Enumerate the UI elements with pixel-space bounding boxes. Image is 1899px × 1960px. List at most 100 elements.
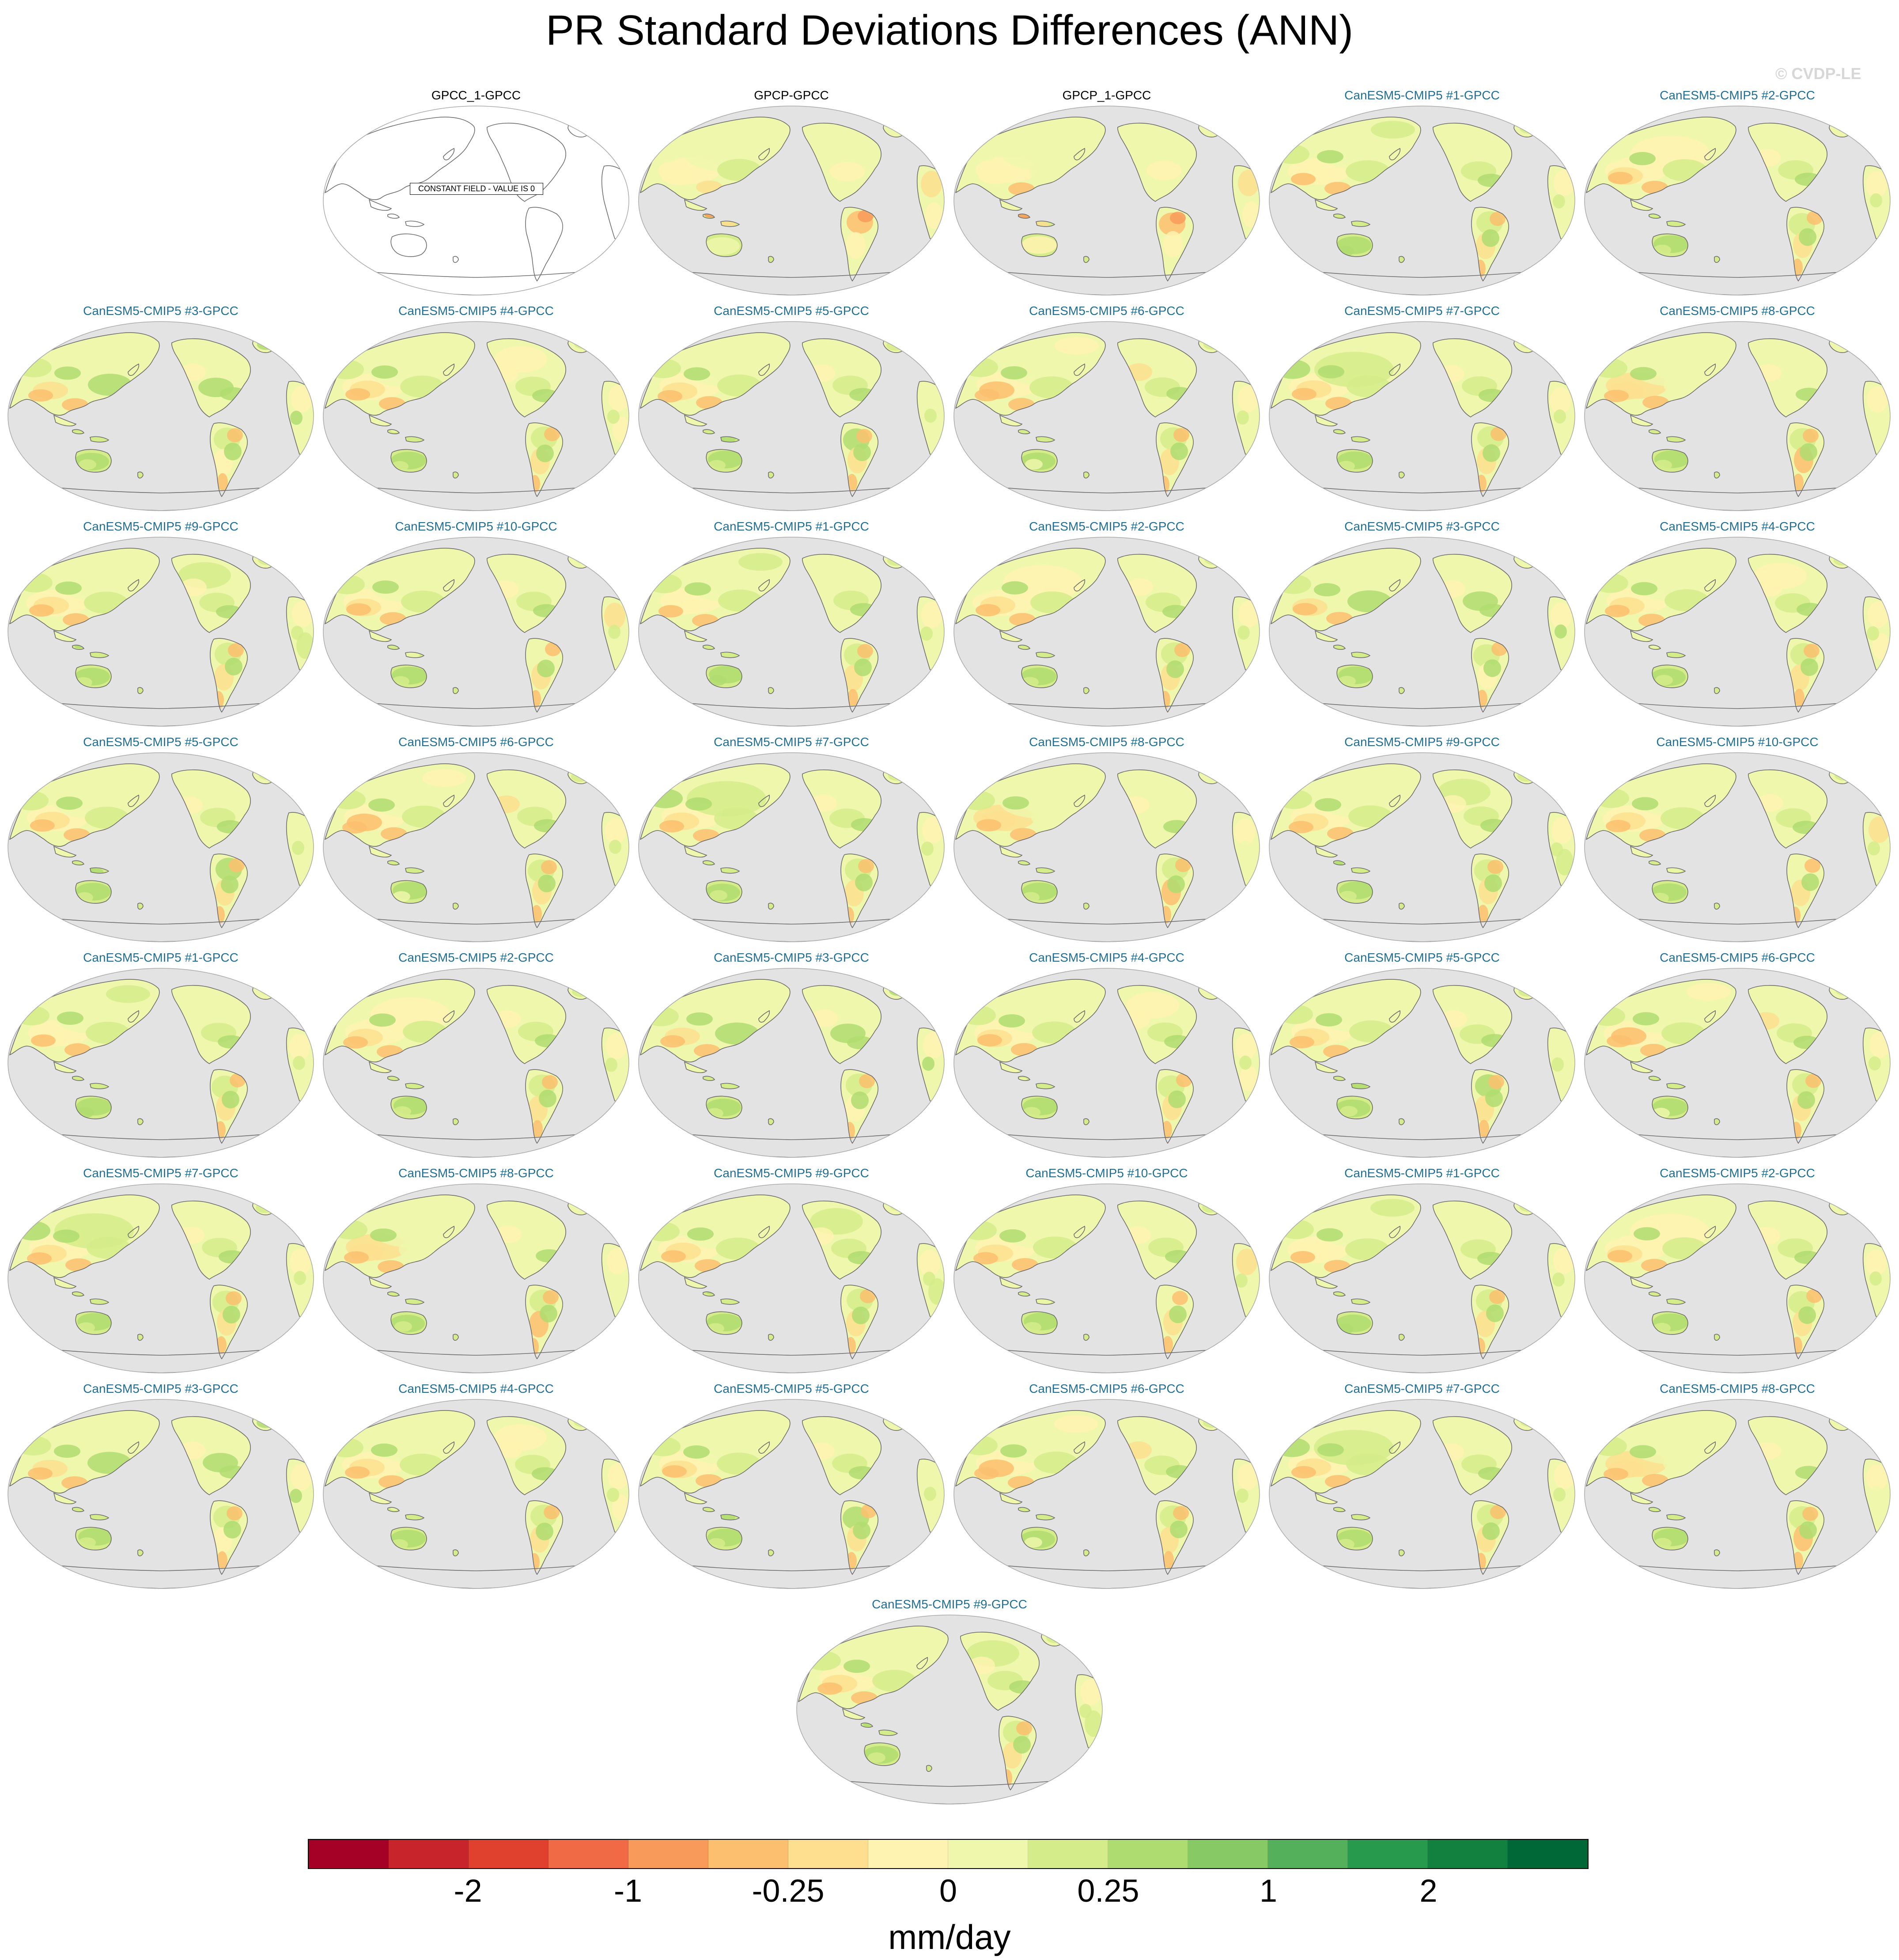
coastline xyxy=(1083,902,1089,910)
precip-anomaly-patch xyxy=(976,819,1001,832)
precip-anomaly-patch xyxy=(710,890,727,901)
precip-anomaly-patch xyxy=(1316,1228,1343,1242)
precip-anomaly-patch xyxy=(574,1416,591,1427)
map-border xyxy=(638,537,945,727)
precip-anomaly-patch xyxy=(605,1058,617,1072)
map-border xyxy=(953,537,1260,727)
coastline xyxy=(842,1708,866,1720)
precip-anomaly-patch xyxy=(1278,1005,1313,1024)
coastline xyxy=(1018,1507,1031,1512)
precip-anomaly-patch xyxy=(860,1289,876,1304)
precip-anomaly-patch xyxy=(1650,645,1659,649)
coastline xyxy=(75,1527,112,1551)
precip-anomaly-patch xyxy=(1655,675,1673,686)
coastline xyxy=(802,985,881,1064)
precip-anomaly-patch xyxy=(1020,1508,1029,1511)
coastline xyxy=(999,630,1023,642)
coastline xyxy=(1433,985,1512,1064)
precip-anomaly-patch xyxy=(1871,1496,1888,1523)
precip-anomaly-patch xyxy=(1632,797,1658,811)
world-map xyxy=(8,1183,314,1373)
colorbar-segment xyxy=(708,1840,788,1868)
precip-anomaly-patch xyxy=(372,580,399,594)
precip-anomaly-patch xyxy=(606,1033,627,1059)
coastline xyxy=(443,363,455,376)
coastline xyxy=(1649,644,1661,650)
coastline xyxy=(525,1069,563,1144)
landmass-newzealand xyxy=(138,472,143,478)
coastline xyxy=(960,1631,1040,1711)
precip-anomaly-patch xyxy=(1080,1679,1101,1706)
precip-anomaly-patch xyxy=(829,162,865,182)
precip-anomaly-patch xyxy=(920,387,942,413)
map-panel: CanESM5-CMIP5 #4-GPCC xyxy=(1583,519,1892,728)
landmass-newzealand xyxy=(768,1118,774,1125)
precip-anomaly-patch xyxy=(1834,555,1851,566)
precip-anomaly-patch xyxy=(704,645,713,649)
panel-title: CanESM5-CMIP5 #2-GPCC xyxy=(1660,1166,1815,1180)
coastline xyxy=(368,1061,392,1073)
precip-anomaly-patch xyxy=(817,1682,842,1695)
coastline xyxy=(1471,638,1509,713)
landmass-newzealand xyxy=(1714,1118,1720,1125)
precip-anomaly-patch xyxy=(1314,583,1340,596)
world-map xyxy=(953,752,1260,942)
precip-anomaly-patch xyxy=(1242,201,1260,228)
map-border xyxy=(1584,1399,1891,1589)
precip-anomaly-patch xyxy=(1206,984,1224,995)
precip-anomaly-patch xyxy=(1235,1274,1248,1288)
precip-anomaly-patch xyxy=(1174,643,1190,657)
coastline xyxy=(1083,256,1089,263)
coastline xyxy=(706,233,742,257)
coastline xyxy=(926,1765,932,1772)
coastline xyxy=(720,1083,740,1089)
map-border xyxy=(638,106,945,296)
coastline xyxy=(1389,363,1401,376)
coastline xyxy=(1585,1194,1736,1278)
coastline xyxy=(1649,1507,1661,1512)
world-map xyxy=(1269,321,1575,511)
coastline xyxy=(703,429,715,434)
precip-anomaly-patch xyxy=(1865,1249,1887,1276)
world-map xyxy=(8,752,314,942)
precip-anomaly-patch xyxy=(1869,1056,1881,1071)
coastline xyxy=(324,548,475,631)
landmass-newzealand xyxy=(1399,1118,1404,1125)
map-border xyxy=(1269,537,1575,727)
coastline xyxy=(9,763,160,847)
precip-anomaly-patch xyxy=(1521,553,1539,564)
coastline xyxy=(639,763,791,847)
precip-anomaly-patch xyxy=(646,143,681,163)
coastline xyxy=(706,1096,742,1119)
colorbar-segment xyxy=(868,1840,948,1868)
coastline xyxy=(128,794,140,807)
precip-anomaly-patch xyxy=(1804,644,1820,658)
coastline xyxy=(137,1549,144,1557)
precip-anomaly-patch xyxy=(221,876,238,894)
coastline xyxy=(840,853,878,929)
precip-anomaly-patch xyxy=(1804,859,1820,873)
precip-anomaly-patch xyxy=(1291,1466,1316,1479)
coastline xyxy=(1117,338,1197,417)
coastline xyxy=(703,213,715,219)
precip-anomaly-patch xyxy=(1793,474,1804,492)
precip-anomaly-patch xyxy=(1520,1416,1538,1427)
landmass-newzealand xyxy=(768,903,774,910)
precip-anomaly-patch xyxy=(659,820,684,833)
map-panel: CanESM5-CMIP5 #4-GPCC xyxy=(322,1382,631,1590)
map-panel: CanESM5-CMIP5 #7-GPCC xyxy=(1267,1382,1577,1590)
colorbar-segment xyxy=(788,1840,868,1868)
precip-anomaly-patch xyxy=(345,1466,370,1479)
precip-anomaly-patch xyxy=(647,789,683,808)
coastline xyxy=(525,853,563,929)
precip-anomaly-patch xyxy=(371,1443,397,1457)
landmass-newzealand xyxy=(768,1550,774,1556)
coastline xyxy=(639,548,791,631)
coastline xyxy=(703,1076,715,1081)
precip-anomaly-patch xyxy=(1239,1055,1252,1070)
precip-anomaly-patch xyxy=(922,1057,934,1071)
precip-anomaly-patch xyxy=(73,1508,82,1512)
precip-anomaly-patch xyxy=(1518,986,1536,997)
coastline xyxy=(137,902,144,910)
map-panel: CanESM5-CMIP5 #2-GPCC xyxy=(1583,88,1892,297)
